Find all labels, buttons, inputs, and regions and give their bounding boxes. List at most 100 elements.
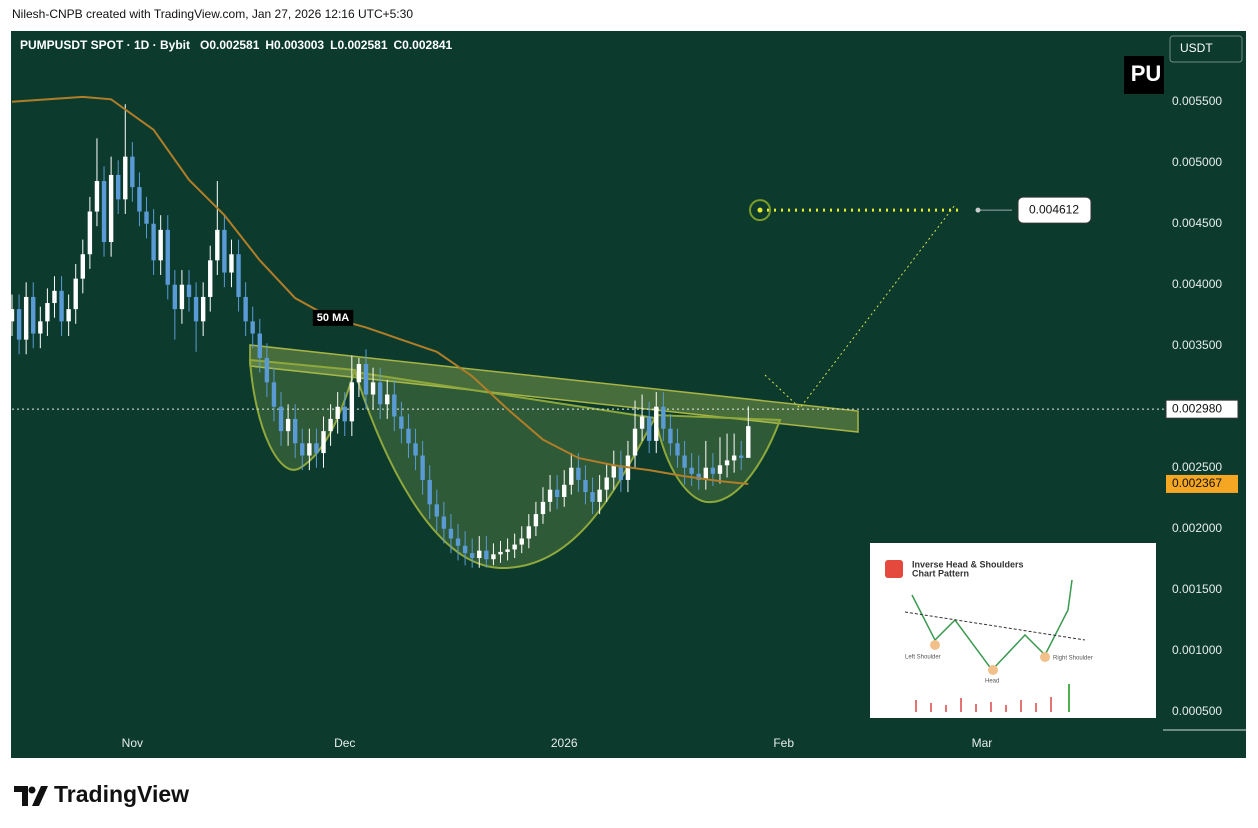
head-shape	[353, 370, 657, 570]
candle-body	[16, 309, 22, 340]
candle-body	[349, 382, 355, 422]
symbol-badge: PU	[1131, 61, 1162, 86]
candle-body	[576, 467, 581, 480]
x-tick-label: Nov	[122, 736, 143, 750]
inset-card	[870, 543, 1156, 718]
candle-body	[208, 260, 213, 297]
candle-body	[484, 550, 489, 560]
ohlc-legend: O0.002581 H0.003003 L0.002581 C0.002841	[200, 38, 453, 52]
candle-body	[108, 174, 114, 243]
candle-body	[370, 382, 376, 395]
target-anchor	[975, 207, 981, 213]
candle-body	[215, 229, 220, 261]
candle-body	[413, 443, 418, 456]
candle-body	[526, 526, 532, 539]
candle-body	[654, 406, 659, 441]
candle-body	[569, 467, 574, 485]
candle-body	[547, 489, 553, 502]
candle-body	[9, 309, 15, 322]
candle-body	[342, 406, 347, 422]
y-tick-label: 0.001000	[1172, 643, 1222, 657]
x-tick-label: 2026	[551, 736, 578, 750]
candle-body	[377, 382, 383, 405]
candle-body	[604, 477, 609, 490]
ma-badge-label: 0.002367	[1172, 476, 1222, 490]
projection-line	[764, 204, 956, 409]
target-ring	[749, 199, 771, 222]
candle-body	[724, 460, 730, 466]
candle-body	[646, 416, 652, 441]
candle-body	[590, 492, 595, 502]
candle-body	[87, 211, 93, 255]
candle-body	[469, 553, 475, 558]
inset-label: Head	[985, 679, 999, 685]
candle-body	[23, 296, 29, 340]
candle-body	[632, 428, 638, 456]
candle-body	[533, 514, 539, 527]
inset-pattern	[911, 579, 1073, 672]
inset-title: Inverse Head & Shoulders	[912, 559, 1024, 569]
candle-body	[441, 516, 447, 529]
candle-body	[123, 156, 128, 200]
candle-body	[427, 479, 432, 505]
inset-marker	[988, 665, 998, 675]
candle-body	[661, 406, 666, 429]
candle-body	[639, 416, 645, 429]
inset-label: Right Shoulder	[1053, 656, 1093, 662]
candle-body	[94, 181, 100, 212]
candle-body	[562, 484, 567, 497]
candle-body	[392, 394, 397, 417]
candle-body	[257, 333, 262, 358]
candle-body	[363, 364, 369, 395]
candle-body	[292, 418, 298, 444]
marks	[9, 95, 1166, 568]
candle-body	[300, 443, 305, 456]
ma-label: 50 MA	[317, 312, 349, 324]
candle-body	[222, 229, 227, 273]
candle-body	[540, 501, 546, 515]
candle-body	[278, 406, 284, 432]
brand: TradingView	[54, 781, 189, 807]
candle-body	[583, 479, 588, 493]
candle-body	[597, 489, 602, 502]
candle-body	[611, 465, 616, 478]
candle-body	[448, 528, 454, 539]
candle-body	[668, 428, 673, 444]
ma-badge	[1166, 474, 1238, 493]
currency-box[interactable]	[1169, 35, 1243, 63]
currency[interactable]: USDT	[1180, 41, 1213, 55]
inset-subtitle: Chart Pattern	[912, 568, 969, 578]
y-tick-label: 0.000500	[1172, 704, 1222, 718]
candle-body	[158, 229, 163, 261]
candle-body	[264, 357, 270, 383]
candle-body	[59, 290, 64, 322]
candle-body	[130, 156, 135, 188]
candle-body	[250, 321, 255, 334]
brand-logo-dot	[28, 786, 36, 794]
candle-body	[151, 223, 156, 261]
candle-body	[101, 181, 107, 243]
candle-body	[314, 443, 319, 454]
candle-body	[179, 284, 185, 310]
y-tick-label: 0.002500	[1172, 460, 1222, 474]
candle-body	[420, 455, 425, 480]
candle-body	[193, 296, 199, 322]
candle-body	[710, 467, 716, 474]
candle-body	[80, 254, 85, 279]
candle-body	[406, 428, 411, 444]
candle-body	[243, 296, 248, 322]
candle-body	[73, 278, 78, 310]
candle-body	[703, 467, 709, 480]
ohlc-value: H0.003003	[265, 38, 324, 52]
candle-body	[66, 309, 71, 322]
candle-body	[271, 382, 277, 407]
candle-body	[434, 504, 439, 517]
inset-marker	[1040, 652, 1050, 662]
x-tick-label: Feb	[773, 736, 794, 750]
candle-body	[717, 465, 723, 474]
candle-body	[505, 549, 510, 552]
y-tick-label: 0.002000	[1172, 521, 1222, 535]
inset-icon	[885, 560, 903, 578]
y-tick-label: 0.003500	[1172, 338, 1222, 352]
